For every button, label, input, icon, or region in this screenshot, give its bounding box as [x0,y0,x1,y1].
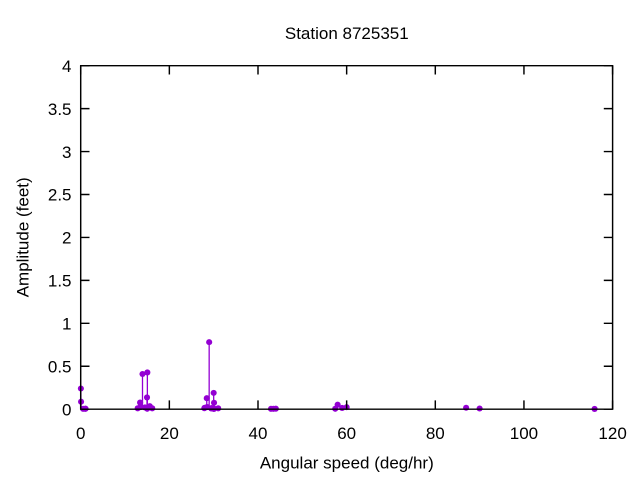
svg-text:60: 60 [337,424,356,443]
svg-text:2: 2 [62,229,71,248]
svg-text:0: 0 [62,400,71,419]
svg-text:Station 8725351: Station 8725351 [285,24,409,43]
svg-text:40: 40 [249,424,268,443]
svg-text:20: 20 [160,424,179,443]
svg-text:Amplitude (feet): Amplitude (feet) [14,177,33,297]
svg-text:100: 100 [510,424,538,443]
svg-text:80: 80 [426,424,445,443]
svg-text:0: 0 [76,424,85,443]
svg-text:1: 1 [62,315,71,334]
svg-text:3.5: 3.5 [48,100,72,119]
svg-text:3: 3 [62,143,71,162]
svg-text:Angular speed (deg/hr): Angular speed (deg/hr) [260,453,434,472]
svg-text:0.5: 0.5 [48,357,72,376]
svg-text:4: 4 [62,57,71,76]
svg-text:1.5: 1.5 [48,272,72,291]
svg-text:120: 120 [598,424,626,443]
svg-text:2.5: 2.5 [48,186,72,205]
